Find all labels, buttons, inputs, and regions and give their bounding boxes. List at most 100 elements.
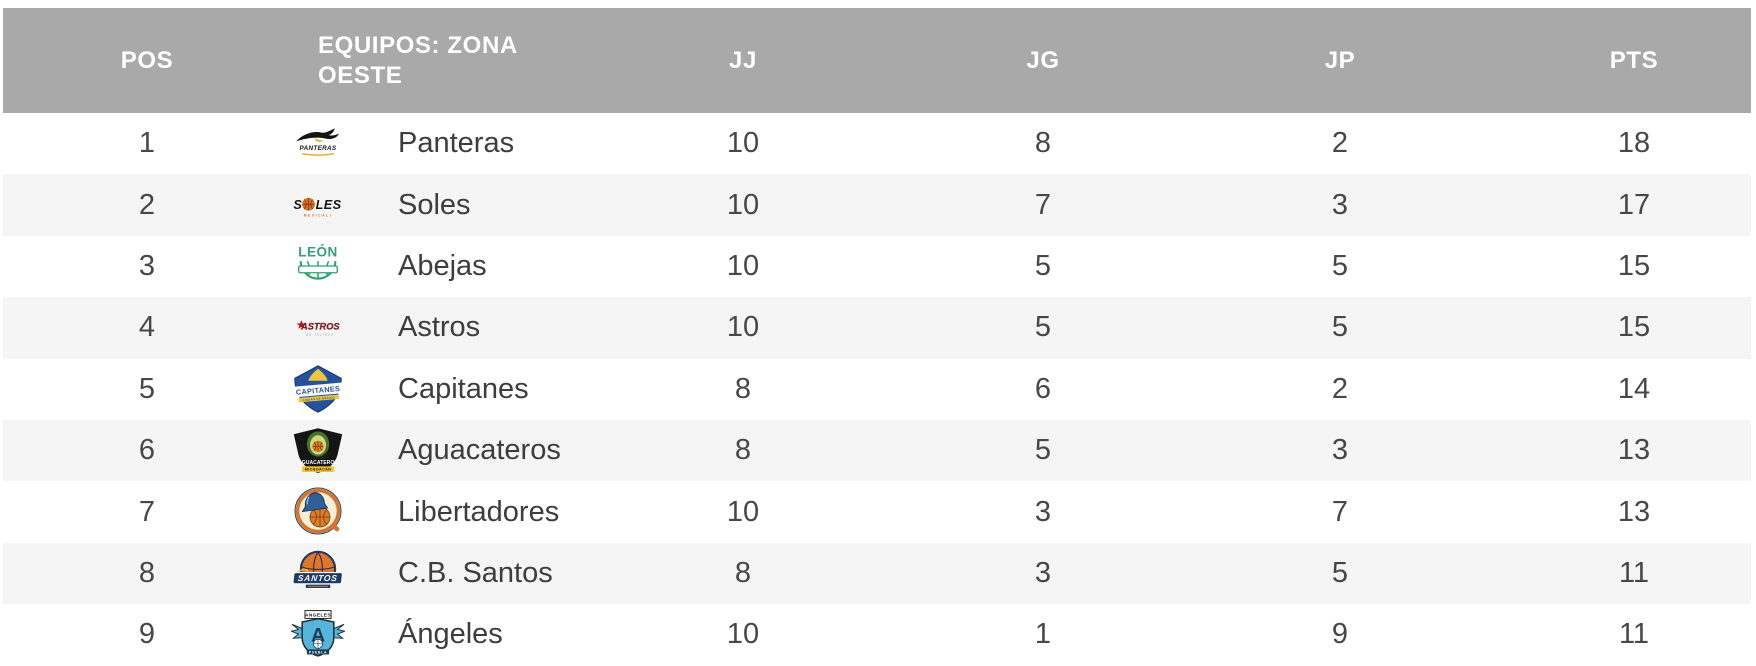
panteras-logo: PANTERAS [291,124,345,164]
jg-cell: 5 [1034,249,1052,282]
jp-cell: 7 [1331,495,1349,528]
jj-cell: 10 [726,188,760,221]
jp-cell: 9 [1331,618,1349,651]
panteras-wordmark: PANTERAS [300,145,337,152]
jg-cell: 5 [1034,311,1052,344]
team-cell: AGUACATEROS MICHOACÁN Aguacateros [291,425,563,477]
jg-cell: 5 [1034,434,1052,467]
pts-cell: 11 [1618,618,1650,651]
jj-cell: 8 [734,556,752,589]
jp-cell: 5 [1331,249,1349,282]
jg-cell: 7 [1034,188,1052,221]
table-row: 4 ASTROS DE JALISCO Astros 10 5 5 15 [3,297,1751,359]
position-cell: 8 [138,556,156,589]
jj-cell: 8 [734,372,752,405]
angeles-city-text: PUEBLA [309,650,327,654]
position-cell: 6 [138,434,156,467]
team-name: Abejas [398,249,487,282]
jj-cell: 10 [726,127,760,160]
team-cell: LEÓN Abejas [291,240,563,292]
table-row: 6 AGUACATEROS MICHOACÁN Aguacateros 8 5 … [3,419,1751,482]
angeles-logo: ANGELES A PUEBLA [291,608,345,662]
libertadores-logo [291,486,345,538]
table-row: 2 S LES MEXICALI Soles 10 7 3 17 [3,174,1751,236]
leon-wordmark: LEÓN [298,245,337,260]
jg-cell: 1 [1034,618,1052,651]
table-row: 8 SANTOS C.B. Santos 8 3 5 11 [3,542,1751,605]
col-header-equipos: EQUIPOS: ZONA OESTE [318,31,517,89]
soles-logo: S LES MEXICALI [291,184,345,226]
team-name: Aguacateros [398,434,561,467]
pts-cell: 13 [1617,495,1651,528]
position-cell: 2 [138,188,156,221]
position-cell: 3 [138,249,156,282]
col-header-pts: PTS [1609,46,1659,74]
aguacateros-wordmark: AGUACATEROS [298,460,339,466]
capitanes-wordmark: CAPITANES [296,384,341,397]
jj-cell: 10 [726,249,760,282]
soles-wordmark-les: LES [316,198,342,212]
aguacateros-state-text: MICHOACÁN [305,466,332,471]
santos-logo: SANTOS [291,547,345,599]
jg-cell: 3 [1034,556,1052,589]
soles-city-text: MEXICALI [304,214,333,218]
table-row: 9 ANGELES A PUEBLA Ángeles 10 1 9 [3,604,1751,666]
position-cell: 7 [138,495,156,528]
team-cell: ANGELES A PUEBLA Ángeles [291,608,563,662]
jg-cell: 6 [1034,372,1052,405]
jp-cell: 3 [1331,434,1349,467]
jg-cell: 8 [1034,127,1052,160]
table-header: POS EQUIPOS: ZONA OESTE JJ JG JP PTS [3,8,1751,113]
position-cell: 1 [138,127,156,160]
table-row: 5 CAPITANES CIUDAD DE MÉXICO Capitanes 8… [3,358,1751,420]
jj-cell: 8 [734,434,752,467]
soles-wordmark-s: S [293,198,302,212]
pts-cell: 14 [1617,372,1651,405]
team-name: Panteras [398,127,515,160]
pts-cell: 11 [1618,556,1650,589]
position-cell: 9 [138,618,156,651]
team-name: Capitanes [398,372,529,405]
pts-cell: 15 [1617,249,1651,282]
team-name: Libertadores [398,495,560,528]
table-row: 7 Libertadores 10 3 7 13 [3,481,1751,543]
team-cell: PANTERAS Panteras [291,124,563,164]
capitanes-city-text: CIUDAD DE MÉXICO [302,395,335,403]
jp-cell: 2 [1331,127,1349,160]
team-cell: Libertadores [291,486,563,538]
jp-cell: 5 [1331,311,1349,344]
team-name: Astros [398,311,481,344]
team-cell: SANTOS C.B. Santos [291,547,563,599]
table-row: 1 PANTERAS Panteras 10 8 2 18 [3,113,1751,175]
position-cell: 4 [138,311,156,344]
table-row: 3 LEÓN Abejas 10 5 5 15 [3,235,1751,298]
santos-wordmark: SANTOS [297,574,338,584]
jj-cell: 10 [726,311,760,344]
col-header-jp: JP [1324,46,1356,74]
aguacateros-logo: AGUACATEROS MICHOACÁN [291,425,345,477]
jj-cell: 10 [726,495,760,528]
jg-cell: 3 [1034,495,1052,528]
team-name: Soles [398,188,471,221]
team-cell: CAPITANES CIUDAD DE MÉXICO Capitanes [291,363,563,415]
pts-cell: 13 [1617,434,1651,467]
col-header-jj: JJ [729,46,757,74]
position-cell: 5 [138,372,156,405]
jp-cell: 3 [1331,188,1349,221]
abejas-leon-logo: LEÓN [291,240,345,292]
team-cell: S LES MEXICALI Soles [291,184,563,226]
standings-table: POS EQUIPOS: ZONA OESTE JJ JG JP PTS 1 P… [3,8,1751,666]
pts-cell: 17 [1617,188,1651,221]
astros-logo: ASTROS DE JALISCO [291,309,345,347]
jp-cell: 5 [1331,556,1349,589]
team-cell: ASTROS DE JALISCO Astros [291,309,563,347]
jp-cell: 2 [1331,372,1349,405]
col-header-pos: POS [120,46,174,74]
pts-cell: 15 [1617,311,1651,344]
team-name: Ángeles [398,618,503,651]
jj-cell: 10 [726,618,760,651]
pts-cell: 18 [1617,127,1651,160]
capitanes-logo: CAPITANES CIUDAD DE MÉXICO [291,363,345,415]
team-name: C.B. Santos [398,556,553,589]
astros-sub-text: DE JALISCO [306,333,334,337]
